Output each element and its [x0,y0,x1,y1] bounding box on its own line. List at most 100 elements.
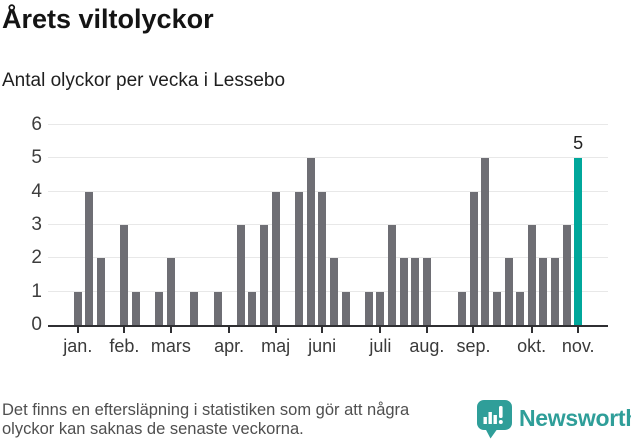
bar [341,292,350,325]
chart-title: Årets viltolyckor [2,4,214,34]
bar [388,225,397,325]
bar-slot [561,125,573,325]
y-tick-label: 6 [31,114,42,135]
bar [271,192,280,325]
bar [306,158,315,325]
bar [364,292,373,325]
gridline [48,157,608,159]
bar-slot [375,125,387,325]
bar-slot [293,125,305,325]
newsworthy-logo-icon [477,400,512,439]
footnote-line: olyckor kan saknas de senaste veckorna. [2,419,304,438]
bar-slot [282,125,294,325]
bar [213,292,222,325]
bar-slot [445,125,457,325]
bar [504,258,513,325]
footnote-line: Det finns en eftersläpning i statistiken… [2,401,410,419]
bar-slot [386,125,398,325]
bar-slot [153,125,165,325]
bar [411,258,420,325]
bar-slot [72,125,84,325]
y-tick-label: 2 [31,247,42,269]
bar-slot [421,125,433,325]
bar [97,258,106,325]
chart: 0 1 2 3 4 5 6 jan. feb. mars apr. maj juni juli aug. s… [31,114,608,356]
bars [72,125,584,325]
gridline [48,124,608,125]
bar-slot [130,125,142,325]
x-tick-label: nov. [561,336,595,356]
bar [190,292,199,325]
bar [73,292,82,325]
bar [329,258,338,325]
bar-slot [363,125,375,325]
bar-slot [235,125,247,325]
bar-slot [95,125,107,325]
bar [260,225,269,325]
bar [539,258,548,325]
bar-slot [247,125,259,325]
bar [527,225,536,325]
bar-slot [398,125,410,325]
bar [120,225,129,325]
bar [376,292,385,325]
bar-slot [258,125,270,325]
bar-slot [456,125,468,325]
x-tick-label: aug. [409,336,445,356]
x-tick-label: apr. [214,336,245,356]
chart-subtitle: Antal olyckor per vecka i Lessebo [2,70,286,91]
x-tick [76,327,79,333]
y-tick-label: 1 [31,280,42,302]
bar [551,258,560,325]
y-tick-label: 5 [31,147,42,169]
x-tick-label: maj [261,336,291,356]
y-tick-label: 0 [31,314,42,335]
bar-slot [549,125,561,325]
bar-slot [573,125,585,325]
x-tick-label: jan. [63,336,93,356]
bar [516,292,525,325]
bar-slot [270,125,282,325]
y-tick-label: 4 [31,180,42,202]
brand-logo: Newsworthy [477,400,631,439]
bar [166,258,175,325]
x-tick [169,327,172,333]
gridline [48,224,608,225]
bar-slot [316,125,328,325]
x-tick [321,327,324,333]
x-axis-line [48,325,608,327]
bar-slot [340,125,352,325]
bar [481,158,490,325]
bar-slot [188,125,200,325]
bar-slot [142,125,154,325]
bar-current-week [574,158,583,325]
bar-slot [433,125,445,325]
bar [318,192,327,325]
bar-slot [410,125,422,325]
bar [423,258,432,325]
x-tick [274,327,277,333]
brand-name: Newsworthy [519,405,631,431]
bar [562,225,571,325]
x-tick-label: juni [308,336,337,356]
bar-slot [468,125,480,325]
x-tick [123,327,126,333]
bar [294,192,303,325]
bar-slot [491,125,503,325]
bar-slot [526,125,538,325]
bar [492,292,501,325]
gridline [48,257,608,259]
x-tick-label: okt. [517,336,547,356]
bar-slot [177,125,189,325]
bar [399,258,408,325]
bar [132,292,141,325]
x-tick [577,327,580,333]
bar-slot [479,125,491,325]
gridline [48,190,608,192]
bar-slot [165,125,177,325]
bar [248,292,257,325]
bar-slot [200,125,212,325]
bar-slot [514,125,526,325]
bar-slot [84,125,96,325]
